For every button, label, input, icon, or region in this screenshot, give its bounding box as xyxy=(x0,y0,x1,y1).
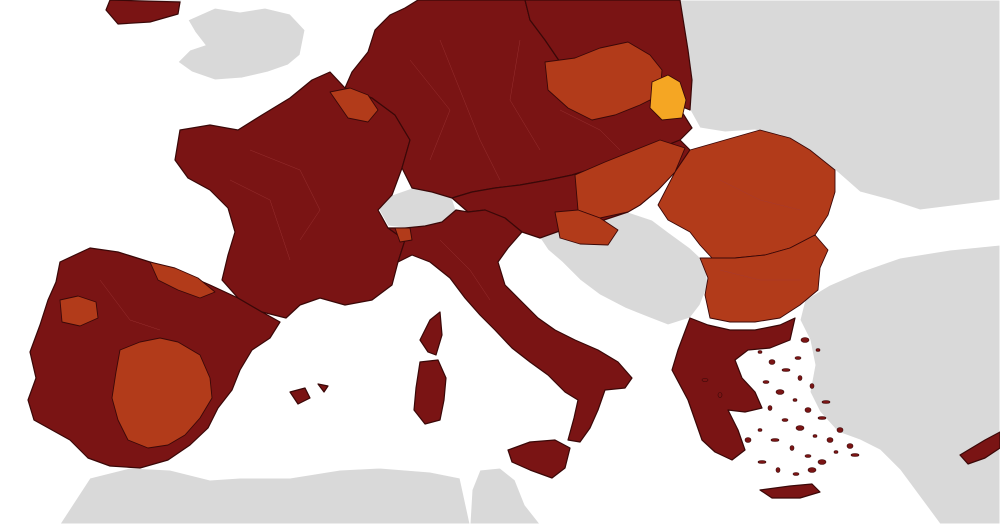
subborder xyxy=(409,59,451,161)
island xyxy=(757,460,767,464)
red-regions xyxy=(59,41,836,449)
island xyxy=(757,350,763,354)
island xyxy=(767,405,773,411)
region-corsica xyxy=(419,311,443,356)
subborder xyxy=(509,39,541,151)
island xyxy=(775,389,785,395)
region-spain-interior xyxy=(111,337,213,449)
region-cyprus xyxy=(959,431,1000,465)
region-balearics-2 xyxy=(317,383,329,393)
subborder xyxy=(249,149,321,241)
island xyxy=(809,383,815,389)
region-turkey xyxy=(799,244,1000,524)
region-portugal-north xyxy=(59,295,99,327)
region-spain-north xyxy=(149,261,216,299)
region-uk xyxy=(177,7,306,81)
region-central xyxy=(344,0,693,199)
island xyxy=(812,434,818,438)
region-sardinia xyxy=(413,359,447,425)
subborder xyxy=(229,179,291,261)
region-croatia xyxy=(554,209,619,246)
island xyxy=(807,467,817,473)
subborder xyxy=(559,109,621,151)
island xyxy=(770,438,780,442)
region-belgium xyxy=(329,87,379,123)
region-italy xyxy=(387,209,633,443)
island xyxy=(789,445,795,451)
subborder xyxy=(719,269,800,281)
subborder xyxy=(439,39,501,181)
island xyxy=(795,425,805,431)
island xyxy=(815,348,821,352)
island xyxy=(850,453,860,457)
island xyxy=(701,378,709,382)
subborder xyxy=(719,179,801,211)
region-balearics xyxy=(289,387,311,405)
island xyxy=(797,375,803,381)
island xyxy=(821,400,831,404)
island xyxy=(792,472,800,476)
island xyxy=(817,459,827,465)
island xyxy=(804,454,812,458)
region-greece xyxy=(671,317,796,461)
island xyxy=(794,356,802,360)
region-subborders xyxy=(99,39,801,331)
island xyxy=(846,443,854,449)
island xyxy=(836,427,844,433)
island xyxy=(762,380,770,384)
island xyxy=(781,418,789,422)
island xyxy=(804,407,812,413)
region-bulgaria xyxy=(699,234,829,323)
island xyxy=(826,437,834,443)
island xyxy=(775,467,781,473)
island xyxy=(781,368,791,372)
island xyxy=(757,428,763,432)
island xyxy=(833,450,839,454)
region-north-africa xyxy=(59,467,471,524)
region-ireland-red xyxy=(105,0,181,25)
region-sicily xyxy=(507,439,571,479)
region-aosta xyxy=(394,227,413,243)
island xyxy=(800,337,810,343)
subborder xyxy=(99,279,161,331)
island xyxy=(817,416,827,420)
island xyxy=(717,392,723,398)
island xyxy=(768,359,776,365)
region-tunisia xyxy=(469,467,541,524)
region-orange-zone xyxy=(649,74,687,121)
island xyxy=(792,398,798,402)
greek-islands xyxy=(701,337,860,476)
island xyxy=(744,437,752,443)
subborder xyxy=(439,239,491,301)
region-crete xyxy=(759,483,821,499)
